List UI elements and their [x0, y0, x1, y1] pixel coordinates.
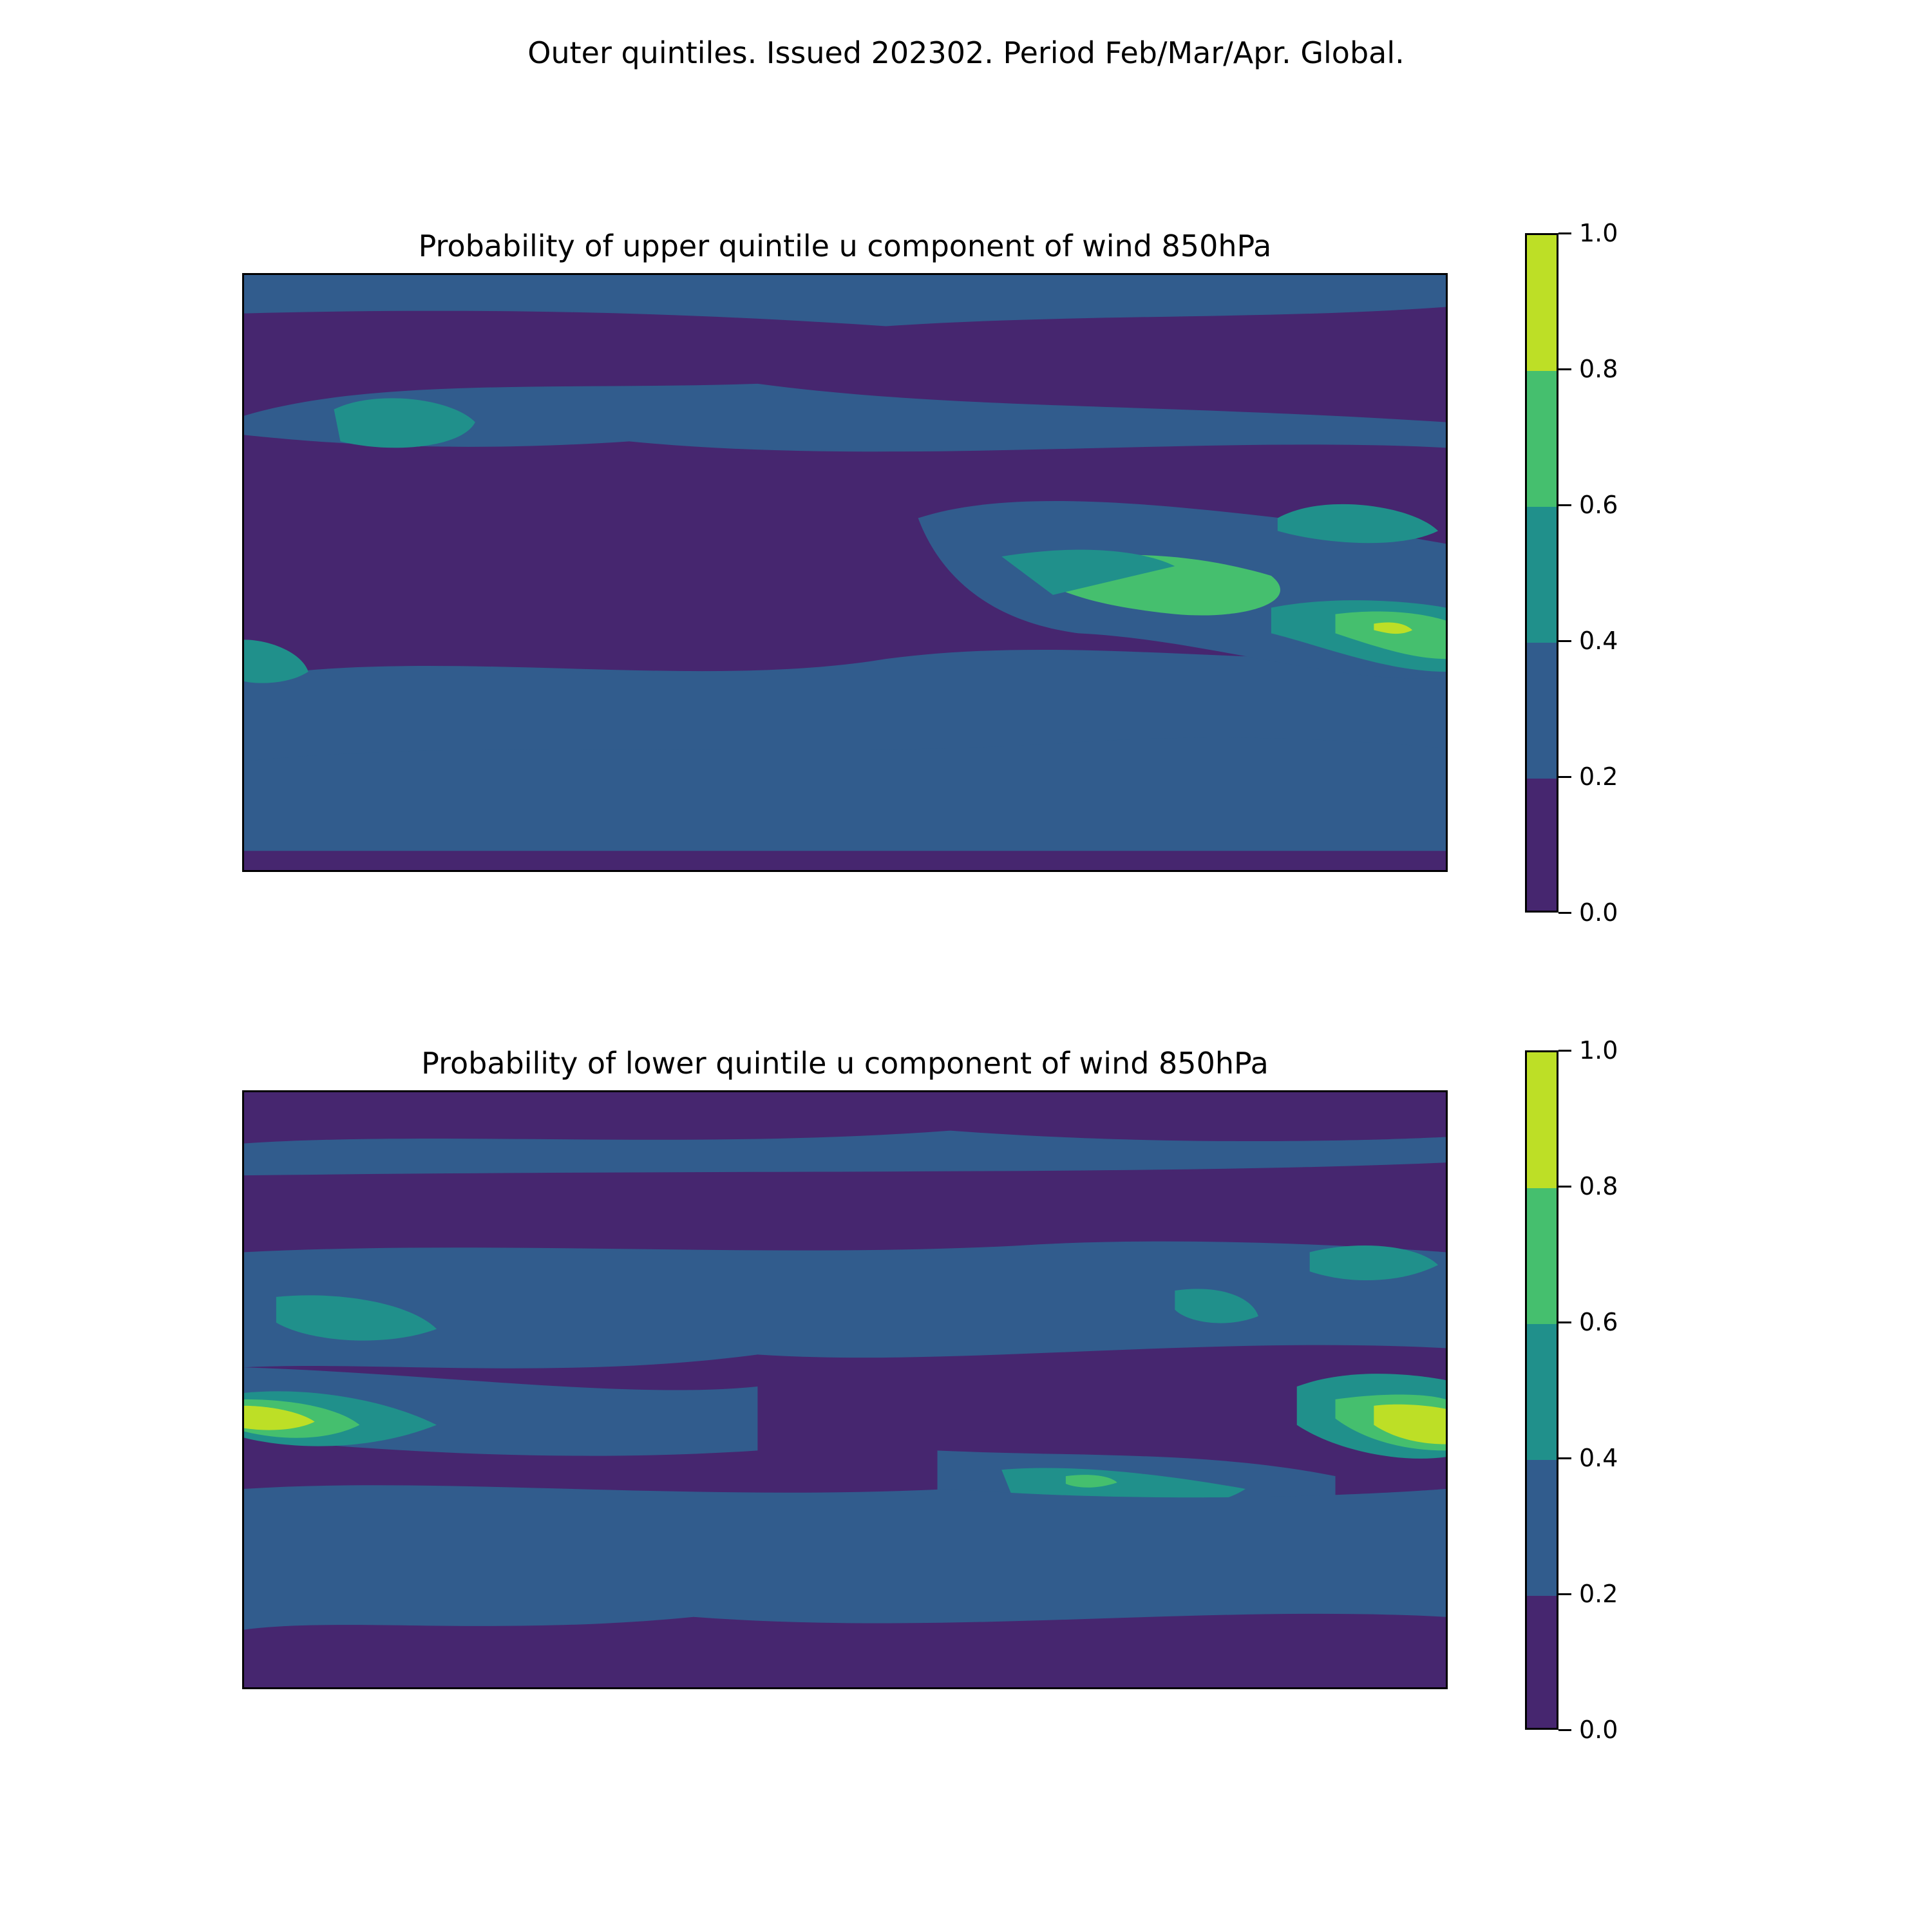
panel-1-title: Probability of upper quintile u componen… [418, 229, 1272, 263]
colorbar-tick [1558, 232, 1571, 234]
colorbar-bin [1527, 779, 1557, 911]
field-westpac-teal [1277, 504, 1439, 544]
colorbar-tick [1558, 504, 1571, 506]
colorbar-tick-label: 0.0 [1579, 898, 1618, 927]
colorbar-bin [1527, 1596, 1557, 1728]
colorbar-bin [1527, 1188, 1557, 1324]
field-w-edge [244, 639, 308, 683]
colorbar-tick-label: 0.8 [1579, 355, 1618, 383]
colorbar-tick [1558, 776, 1571, 778]
panel-1-map-svg [244, 275, 1446, 870]
colorbar-bin [1527, 1052, 1557, 1188]
field-io-teal [1001, 549, 1175, 595]
colorbar-tick [1558, 1321, 1571, 1323]
colorbar-tick [1558, 912, 1571, 914]
colorbar-tick-label: 1.0 [1579, 1036, 1618, 1065]
panel-2-map-svg [244, 1092, 1446, 1687]
panel-2-title: Probability of lower quintile u componen… [421, 1046, 1269, 1081]
colorbar-tick [1558, 1729, 1571, 1731]
colorbar-tick-label: 0.6 [1579, 491, 1618, 519]
colorbar-tick [1558, 1050, 1571, 1052]
colorbar-tick-label: 0.6 [1579, 1308, 1618, 1336]
panel-1-colorbar [1525, 233, 1558, 913]
figure-title: Outer quintiles. Issued 202302. Period F… [527, 35, 1405, 70]
field-band-high-lat [244, 275, 1446, 327]
colorbar-bin [1527, 235, 1557, 371]
colorbar-bin [1527, 507, 1557, 643]
colorbar-bin [1527, 1460, 1557, 1596]
field-ne-pac-teal [276, 1295, 437, 1341]
colorbar-bin [1527, 371, 1557, 507]
colorbar-tick [1558, 1457, 1571, 1459]
colorbar-tick-label: 0.4 [1579, 627, 1618, 655]
colorbar-tick-label: 1.0 [1579, 219, 1618, 247]
colorbar-tick-label: 0.8 [1579, 1172, 1618, 1200]
field-band-mid [244, 1241, 1446, 1368]
colorbar-tick-label: 0.0 [1579, 1716, 1618, 1744]
field-aus-green [1335, 611, 1446, 659]
colorbar-tick-label: 0.2 [1579, 762, 1618, 791]
colorbar-bin [1527, 1324, 1557, 1460]
colorbar-tick-label: 0.2 [1579, 1580, 1618, 1608]
field-central-pac-yellow [244, 1405, 315, 1430]
colorbar-bin [1527, 643, 1557, 779]
field-nwpac-teal [1309, 1245, 1439, 1281]
colorbar-tick [1558, 368, 1571, 370]
panel-2-map [242, 1090, 1448, 1689]
field-sio-green [1065, 1475, 1117, 1488]
field-band-north-mid [244, 383, 1446, 452]
field-aus-yellow [1374, 622, 1413, 634]
field-band-top [244, 1130, 1446, 1176]
field-nepac [334, 398, 475, 448]
field-s-band-light [244, 737, 1446, 851]
colorbar-tick [1558, 1593, 1571, 1595]
panel-1-map [242, 273, 1448, 872]
field-south-band [244, 1485, 1446, 1630]
panel-2-colorbar [1525, 1050, 1558, 1730]
colorbar-tick [1558, 640, 1571, 642]
colorbar-tick [1558, 1186, 1571, 1188]
colorbar-tick-label: 0.4 [1579, 1444, 1618, 1472]
field-china-teal [1175, 1289, 1258, 1323]
field-wp-yellow [1374, 1404, 1446, 1444]
